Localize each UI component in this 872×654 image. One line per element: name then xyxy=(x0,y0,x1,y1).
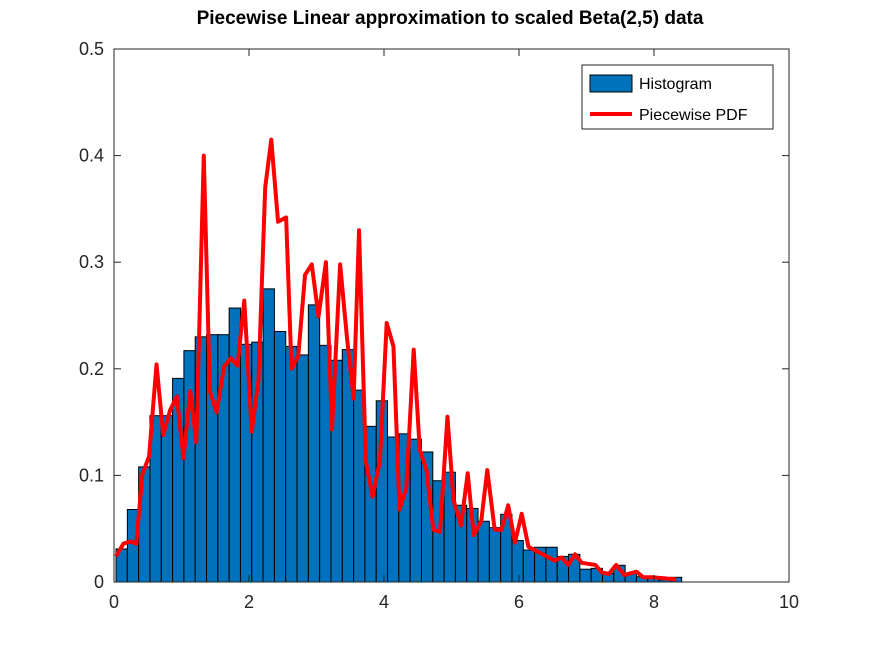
x-tick-label: 8 xyxy=(649,592,659,612)
x-tick-label: 0 xyxy=(109,592,119,612)
x-tick-label: 2 xyxy=(244,592,254,612)
histogram-bar xyxy=(545,546,558,583)
histogram-bar xyxy=(477,520,490,583)
x-tick-label: 10 xyxy=(779,592,799,612)
y-tick-label: 0.1 xyxy=(79,465,104,485)
histogram-bar xyxy=(183,350,196,583)
y-tick-label: 0.2 xyxy=(79,359,104,379)
piecewise-pdf-line xyxy=(114,137,677,582)
chart-title: Piecewise Linear approximation to scaled… xyxy=(197,8,704,29)
histogram-bar xyxy=(488,527,502,583)
x-axis: 0 2 4 6 8 10 xyxy=(109,49,799,612)
histogram-bar xyxy=(409,438,422,583)
y-tick-label: 0.5 xyxy=(79,39,104,59)
histogram-bar xyxy=(285,345,298,583)
axes-box xyxy=(113,48,790,583)
histogram-bar xyxy=(307,304,321,583)
legend-histogram-label: Histogram xyxy=(639,76,712,93)
legend: Histogram Piecewise PDF xyxy=(581,64,774,130)
y-tick-label: 0 xyxy=(94,572,104,592)
histogram-bar xyxy=(160,415,174,583)
legend-histogram-swatch xyxy=(589,74,633,93)
legend-piecewise-label: Piecewise PDF xyxy=(639,107,748,124)
x-tick-label: 4 xyxy=(379,592,389,612)
histogram-bar xyxy=(522,549,536,583)
y-tick-label: 0.3 xyxy=(79,252,104,272)
x-tick-label: 6 xyxy=(514,592,524,612)
histogram-bar xyxy=(273,330,287,583)
histogram-bar xyxy=(296,354,309,583)
y-tick-label: 0.4 xyxy=(79,146,104,166)
histogram-bar xyxy=(579,568,592,583)
histogram-bar xyxy=(262,288,275,583)
histogram-bar xyxy=(511,539,524,583)
y-axis: 0 0.1 0.2 0.3 0.4 0.5 xyxy=(79,39,789,592)
